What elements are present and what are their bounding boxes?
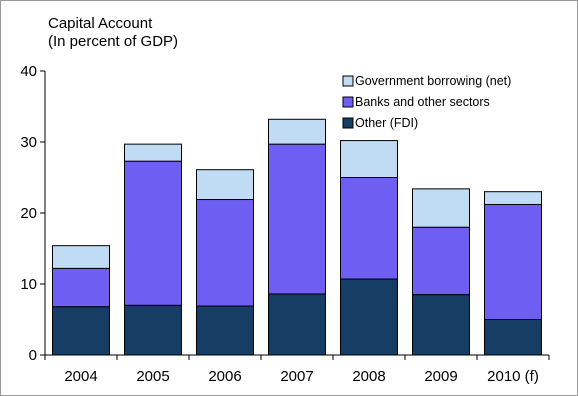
legend-label-0: Other (FDI) — [355, 116, 418, 130]
bar-segment-2010f-series-0 — [484, 319, 542, 356]
x-tick-label-2009: 2009 — [424, 368, 457, 385]
bar-segment-2007-series-0 — [268, 293, 326, 356]
bar-segment-2006-series-0 — [196, 305, 254, 356]
y-tick-label-40: 40 — [20, 63, 37, 80]
y-tick-label-30: 30 — [20, 134, 37, 151]
legend-swatch-0 — [342, 117, 354, 129]
y-tick-label-20: 20 — [20, 205, 37, 222]
x-tick-label-2010f: 2010 (f) — [487, 368, 539, 385]
bar-segment-2005-series-0 — [124, 304, 182, 356]
bar-segment-2009-series-0 — [412, 294, 470, 356]
bar-segment-2010f-series-1 — [484, 203, 542, 320]
legend-label-1: Banks and other sectors — [355, 95, 490, 109]
bar-segment-2004-series-2 — [52, 245, 110, 269]
bar-segment-2008-series-0 — [340, 278, 398, 356]
legend-swatch-2 — [342, 75, 354, 87]
bar-segment-2005-series-2 — [124, 143, 182, 162]
bars-layer — [52, 118, 542, 356]
bar-segment-2009-series-2 — [412, 188, 470, 228]
bar-segment-2004-series-0 — [52, 306, 110, 356]
chart-subtitle: (In percent of GDP) — [48, 33, 179, 50]
bar-segment-2007-series-2 — [268, 118, 326, 145]
chart-title-main: Capital Account — [48, 15, 153, 32]
bar-segment-2009-series-1 — [412, 226, 470, 296]
axes-layer: 0 10 20 30 40 2004 2005 2006 2007 2008 2009 2010 (f… — [20, 63, 550, 385]
bar-segment-2004-series-1 — [52, 267, 110, 308]
bar-segment-2005-series-1 — [124, 160, 182, 306]
bar-segment-2006-series-1 — [196, 199, 254, 307]
chart-legend: Government borrowing (net) Banks and othe… — [342, 74, 511, 130]
bar-segment-2008-series-1 — [340, 177, 398, 280]
y-tick-label-0: 0 — [29, 347, 37, 364]
bar-segment-2006-series-2 — [196, 169, 254, 201]
x-tick-label-2005: 2005 — [136, 368, 169, 385]
x-tick-label-2007: 2007 — [280, 368, 313, 385]
bar-segment-2010f-series-2 — [484, 191, 542, 205]
y-tick-label-10: 10 — [20, 276, 37, 293]
x-tick-label-2008: 2008 — [352, 368, 385, 385]
bar-segment-2008-series-2 — [340, 140, 398, 178]
bar-segment-2007-series-1 — [268, 143, 326, 295]
legend-swatch-1 — [342, 96, 354, 108]
chart-title: Capital Account (In percent of GDP) — [48, 15, 178, 51]
x-tick-label-2006: 2006 — [208, 368, 241, 385]
legend-label-2: Government borrowing (net) — [355, 74, 511, 88]
x-tick-label-2004: 2004 — [64, 368, 97, 385]
